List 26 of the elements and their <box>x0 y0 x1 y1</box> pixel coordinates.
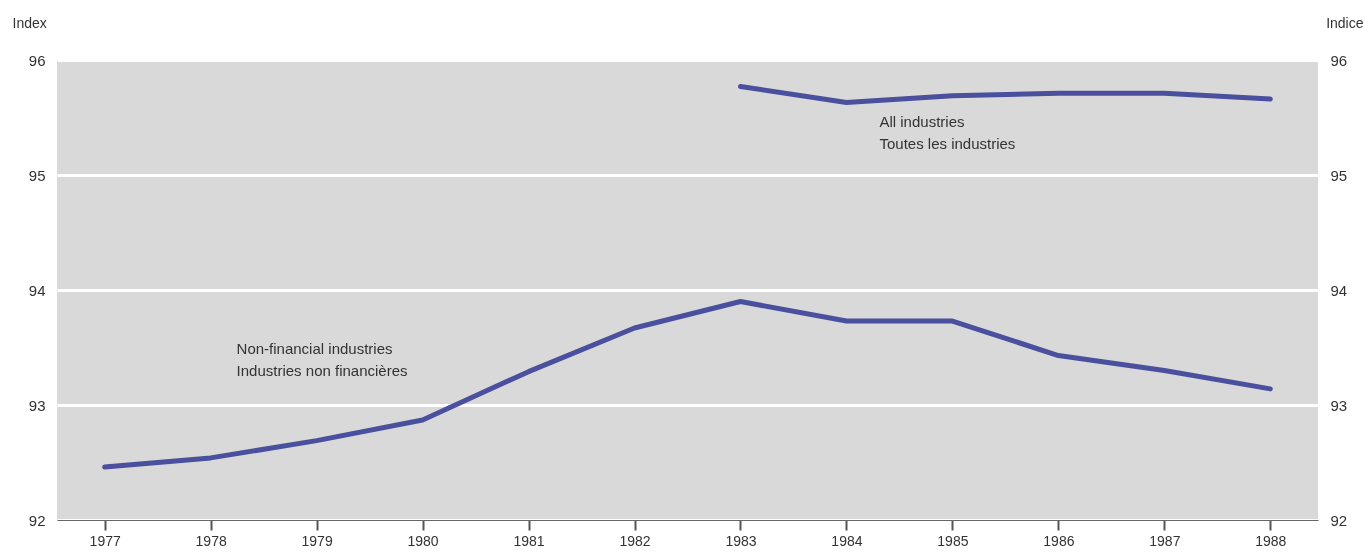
x-tick-label: 1985 <box>937 532 969 549</box>
series-label: All industries Toutes les industries <box>879 112 1016 152</box>
y2-tick-label: 92 <box>1330 511 1348 529</box>
x-tick-label: 1983 <box>725 532 757 549</box>
text: Non-financial industries Industries non financières <box>236 339 408 379</box>
y2-axis-title: Indice <box>1326 14 1364 31</box>
x-tick-label: 1980 <box>407 532 439 549</box>
x-tick-label: 1986 <box>1043 532 1075 549</box>
x-tick-label: 1979 <box>301 532 333 549</box>
x-tick-label: 1977 <box>89 532 121 549</box>
x-tick-label: 1982 <box>619 532 651 549</box>
x-tick-label: 1981 <box>513 532 545 549</box>
y2-tick-label: 94 <box>1330 281 1348 299</box>
x-tick-label: 1984 <box>831 532 863 549</box>
y2-tick-label: 96 <box>1330 51 1348 69</box>
y-tick-label: 95 <box>28 166 46 184</box>
y-axis-title: Index <box>12 14 47 31</box>
y-tick-label: 94 <box>28 281 46 299</box>
y2-tick-label: 93 <box>1330 396 1348 414</box>
y2-tick-label: 95 <box>1330 166 1348 184</box>
x-tick-label: 1987 <box>1149 532 1181 549</box>
y-tick-label: 92 <box>28 511 46 529</box>
y-tick-label: 93 <box>28 396 46 414</box>
y-tick-label: 96 <box>28 51 46 69</box>
x-tick-label: 1978 <box>195 532 227 549</box>
x-tick-label: 1988 <box>1255 532 1287 549</box>
